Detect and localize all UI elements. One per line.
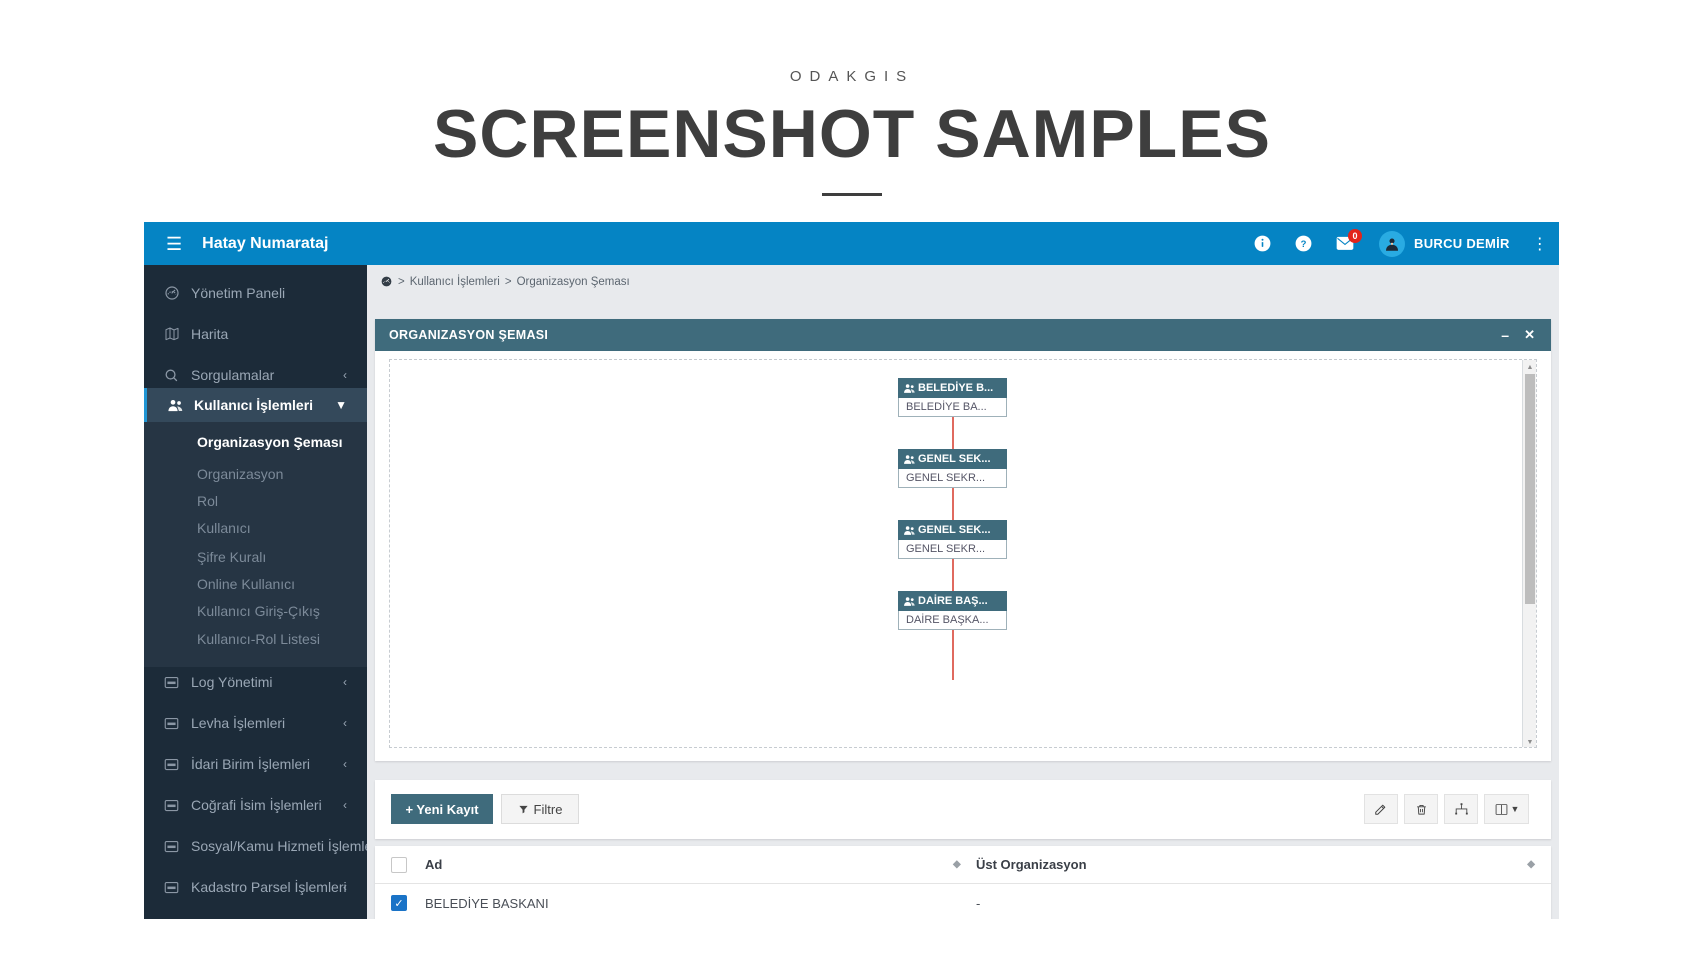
svg-text:?: ? (1301, 239, 1307, 250)
